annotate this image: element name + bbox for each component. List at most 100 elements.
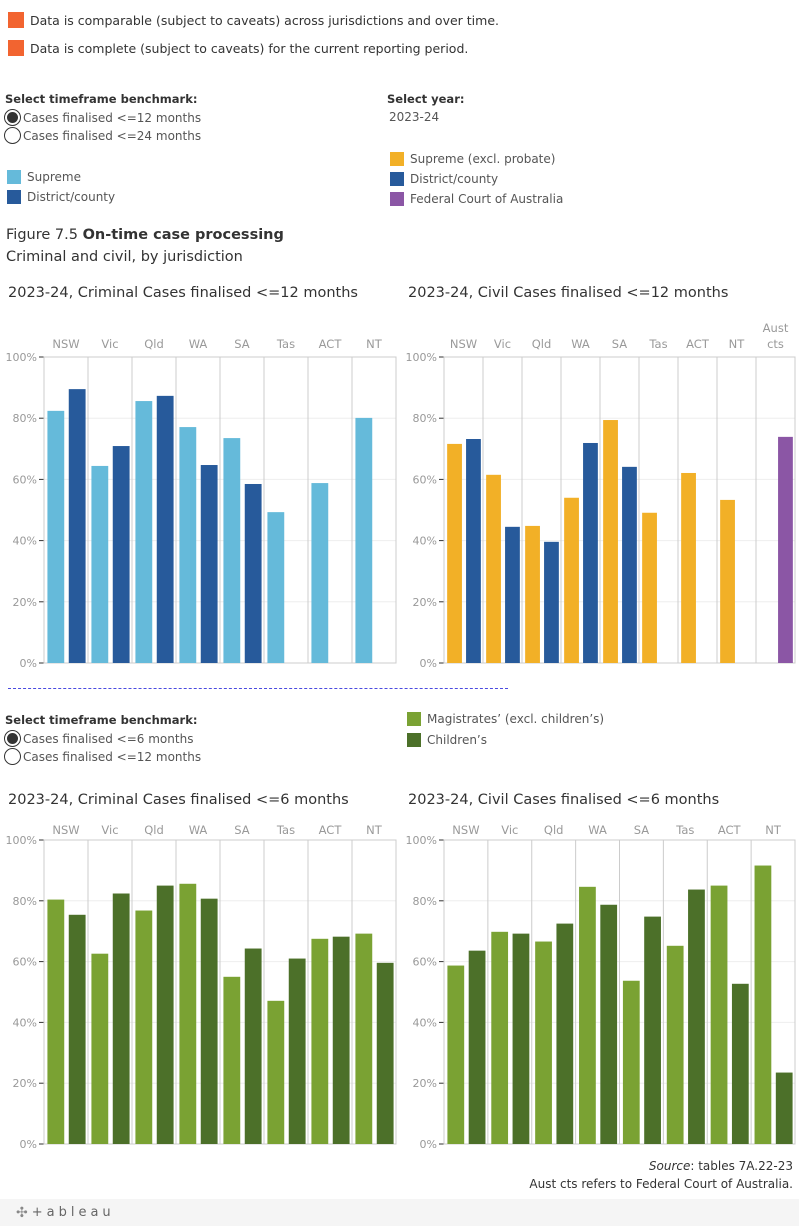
bar-vic-1[interactable] <box>491 931 509 1144</box>
caveat-complete: Data is complete (subject to caveats) fo… <box>8 40 468 56</box>
bar-nsw-1[interactable] <box>447 443 462 663</box>
bar-tas-1[interactable] <box>267 512 285 663</box>
chart-title-criminal-12: 2023-24, Criminal Cases finalised <=12 m… <box>8 285 358 301</box>
y-tick-label: 60% <box>13 473 37 486</box>
radio-12-months-2[interactable]: Cases finalised <=12 months <box>4 748 201 765</box>
radio-unselected-icon[interactable] <box>4 127 21 144</box>
bar-tas-2[interactable] <box>688 889 705 1144</box>
bar-qld-1[interactable] <box>525 525 540 663</box>
bar-sa-2[interactable] <box>622 466 637 663</box>
bar-sa-1[interactable] <box>223 438 241 663</box>
bar-nsw-1[interactable] <box>447 965 465 1144</box>
legend-federal: Federal Court of Australia <box>390 192 563 206</box>
y-tick-label: 20% <box>13 596 37 609</box>
bar-nt-2[interactable] <box>376 962 394 1144</box>
y-tick-label: 20% <box>413 1077 437 1090</box>
bar-sa-2[interactable] <box>244 483 262 663</box>
bar-nt-1[interactable] <box>355 417 373 663</box>
radio-selected-icon[interactable] <box>4 109 21 126</box>
legend-supreme-civil: Supreme (excl. probate) <box>390 152 555 166</box>
radio-selected-icon[interactable] <box>4 730 21 747</box>
y-tick-label: 100% <box>6 351 37 364</box>
y-tick-label: 0% <box>420 1138 437 1151</box>
bar-vic-1[interactable] <box>91 465 109 663</box>
bar-act-2[interactable] <box>731 983 749 1144</box>
bar-sa-1[interactable] <box>223 976 241 1144</box>
x-category-label: Vic <box>101 337 118 351</box>
bar-vic-1[interactable] <box>91 953 109 1144</box>
bar-nsw-2[interactable] <box>468 950 486 1144</box>
y-tick-label: 0% <box>420 657 437 670</box>
bar-wa-1[interactable] <box>179 427 197 663</box>
bar-vic-2[interactable] <box>505 526 520 663</box>
x-category-label: WA <box>189 823 208 837</box>
radio-12-months[interactable]: Cases finalised <=12 months <box>4 109 201 126</box>
bar-nsw-2[interactable] <box>466 439 481 663</box>
chart-criminal-12-months: 0% 20% 40% 60% 80% 100% NSW Vic Qld WA SA Tas ACT NT <box>6 337 397 670</box>
bar-qld-2[interactable] <box>556 923 574 1144</box>
legend-label: District/county <box>410 172 499 186</box>
bar-wa-1[interactable] <box>179 883 197 1144</box>
bar-nsw-1[interactable] <box>47 899 65 1144</box>
bar-sa-1[interactable] <box>622 980 640 1144</box>
bar-sa-2[interactable] <box>644 916 661 1144</box>
bar-tas-1[interactable] <box>267 1000 285 1144</box>
x-category-label: NSW <box>52 337 79 351</box>
bar-act-2[interactable] <box>332 936 350 1144</box>
bar-vic-2[interactable] <box>112 893 130 1144</box>
radio-6-months[interactable]: Cases finalised <=6 months <box>4 730 193 747</box>
bar-sa-1[interactable] <box>603 420 618 663</box>
legend-label: District/county <box>27 190 116 204</box>
bar-wa-2[interactable] <box>600 904 618 1144</box>
bar-tas-2[interactable] <box>288 958 306 1144</box>
y-tick-label: 0% <box>20 657 37 670</box>
bar-nsw-2[interactable] <box>68 914 86 1144</box>
bar-qld-2[interactable] <box>156 395 174 663</box>
y-tick-label: 0% <box>20 1138 37 1151</box>
bar-qld-1[interactable] <box>135 910 153 1144</box>
bar-wa-2[interactable] <box>200 898 218 1144</box>
year-selector[interactable]: 2023-24 <box>389 110 440 124</box>
bar-nt-1[interactable] <box>355 933 373 1144</box>
bar-qld-1[interactable] <box>135 401 153 663</box>
bar-nt-2[interactable] <box>775 1072 793 1144</box>
bar-wa-2[interactable] <box>583 442 598 663</box>
bar-tas-1[interactable] <box>666 945 684 1144</box>
bar-wa-2[interactable] <box>200 465 218 663</box>
bar-nsw-1[interactable] <box>47 410 65 663</box>
bar-sa-2[interactable] <box>244 948 262 1144</box>
bar-vic-1[interactable] <box>486 474 501 663</box>
bar-act-1[interactable] <box>311 938 329 1144</box>
bar-act-1[interactable] <box>311 483 329 663</box>
tableau-footer[interactable]: ✣ +ableau <box>0 1199 799 1226</box>
bar-tas-1[interactable] <box>642 512 657 663</box>
bar-act-1[interactable] <box>681 472 696 663</box>
legend-district: District/county <box>7 190 115 204</box>
bar-nt-1[interactable] <box>720 499 735 663</box>
x-category-label: Qld <box>544 823 564 837</box>
bar-act-1[interactable] <box>710 885 728 1144</box>
legend-childrens: Children’s <box>407 733 487 747</box>
y-tick-label: 60% <box>413 956 437 969</box>
y-tick-label: 80% <box>413 412 437 425</box>
bar-wa-1[interactable] <box>564 497 579 663</box>
radio-24-months[interactable]: Cases finalised <=24 months <box>4 127 201 144</box>
radio-unselected-icon[interactable] <box>4 748 21 765</box>
bar-qld-2[interactable] <box>156 885 174 1144</box>
bar-aust-cts-3[interactable] <box>778 436 793 663</box>
y-tick-label: 40% <box>413 535 437 548</box>
year-title: Select year: <box>387 92 465 106</box>
bar-qld-1[interactable] <box>535 941 552 1144</box>
y-tick-label: 40% <box>13 1016 37 1029</box>
bar-vic-2[interactable] <box>512 933 530 1144</box>
bar-nt-1[interactable] <box>754 865 772 1144</box>
bar-nsw-2[interactable] <box>68 389 86 663</box>
legend-label: Federal Court of Australia <box>410 192 564 206</box>
bar-vic-2[interactable] <box>112 446 130 663</box>
legend-swatch-icon <box>390 172 404 186</box>
x-category-label: NSW <box>452 823 479 837</box>
x-category-label: NSW <box>450 337 477 351</box>
bar-wa-1[interactable] <box>579 886 596 1144</box>
bar-qld-2[interactable] <box>544 541 559 663</box>
legend-swatch-icon <box>7 170 21 184</box>
